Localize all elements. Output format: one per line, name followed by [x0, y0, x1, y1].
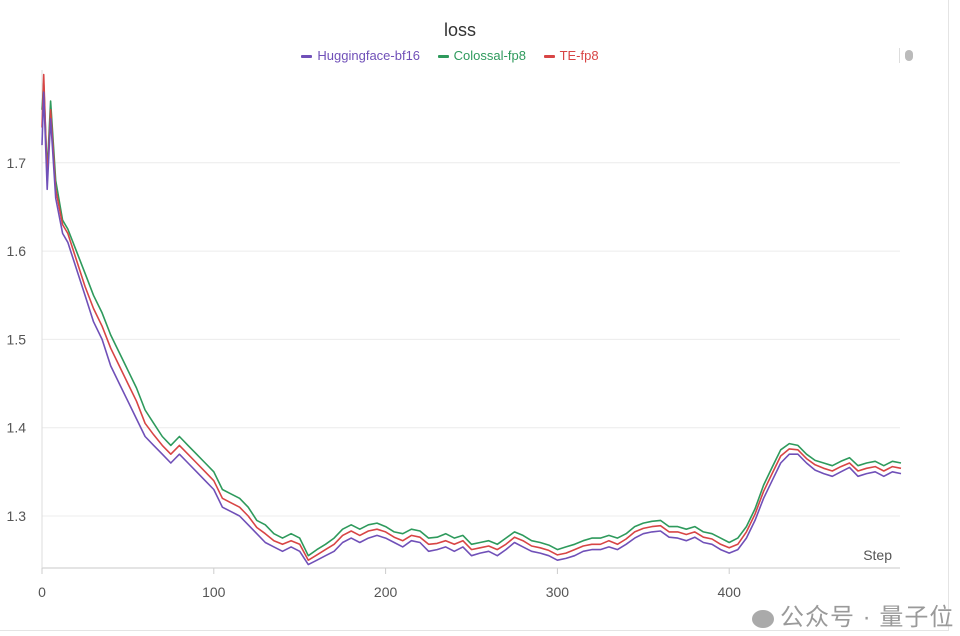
legend-item-huggingface[interactable]: Huggingface-bf16	[301, 48, 420, 63]
y-tick-label: 1.7	[7, 155, 27, 171]
watermark: 公众号 · 量子位	[752, 604, 954, 632]
series-line-huggingface-bf16	[41, 91, 902, 566]
y-tick-label: 1.6	[7, 243, 27, 259]
x-tick-label: 100	[202, 584, 226, 600]
legend-swatch	[543, 55, 555, 59]
legend-label: Huggingface-bf16	[317, 48, 421, 63]
legend-swatch	[437, 55, 449, 59]
legend-scroll-handle[interactable]	[899, 48, 916, 63]
series-line-colossal-fp8	[41, 82, 902, 557]
series-line-te-fp8	[41, 73, 902, 561]
legend-item-te[interactable]: TE-fp8	[543, 48, 599, 63]
x-tick-label: 0	[38, 584, 46, 600]
watermark-text: 公众号 · 量子位	[780, 604, 955, 631]
y-tick-label: 1.4	[7, 420, 27, 436]
x-tick-label: 300	[546, 584, 570, 600]
x-tick-label: 200	[374, 584, 398, 600]
legend: Huggingface-bf16 Colossal-fp8 TE-fp8	[0, 48, 900, 63]
x-tick-label: 400	[718, 584, 742, 600]
legend-label: TE-fp8	[559, 48, 599, 63]
legend-swatch	[301, 55, 313, 59]
y-tick-label: 1.5	[7, 331, 27, 347]
legend-label: Colossal-fp8	[453, 48, 526, 63]
wechat-icon	[752, 609, 774, 628]
x-axis-label: Step	[863, 547, 892, 563]
chart-title: loss	[443, 20, 476, 40]
y-tick-label: 1.3	[7, 508, 27, 524]
legend-item-colossal[interactable]: Colossal-fp8	[437, 48, 526, 63]
scroll-thumb-icon	[905, 50, 913, 61]
